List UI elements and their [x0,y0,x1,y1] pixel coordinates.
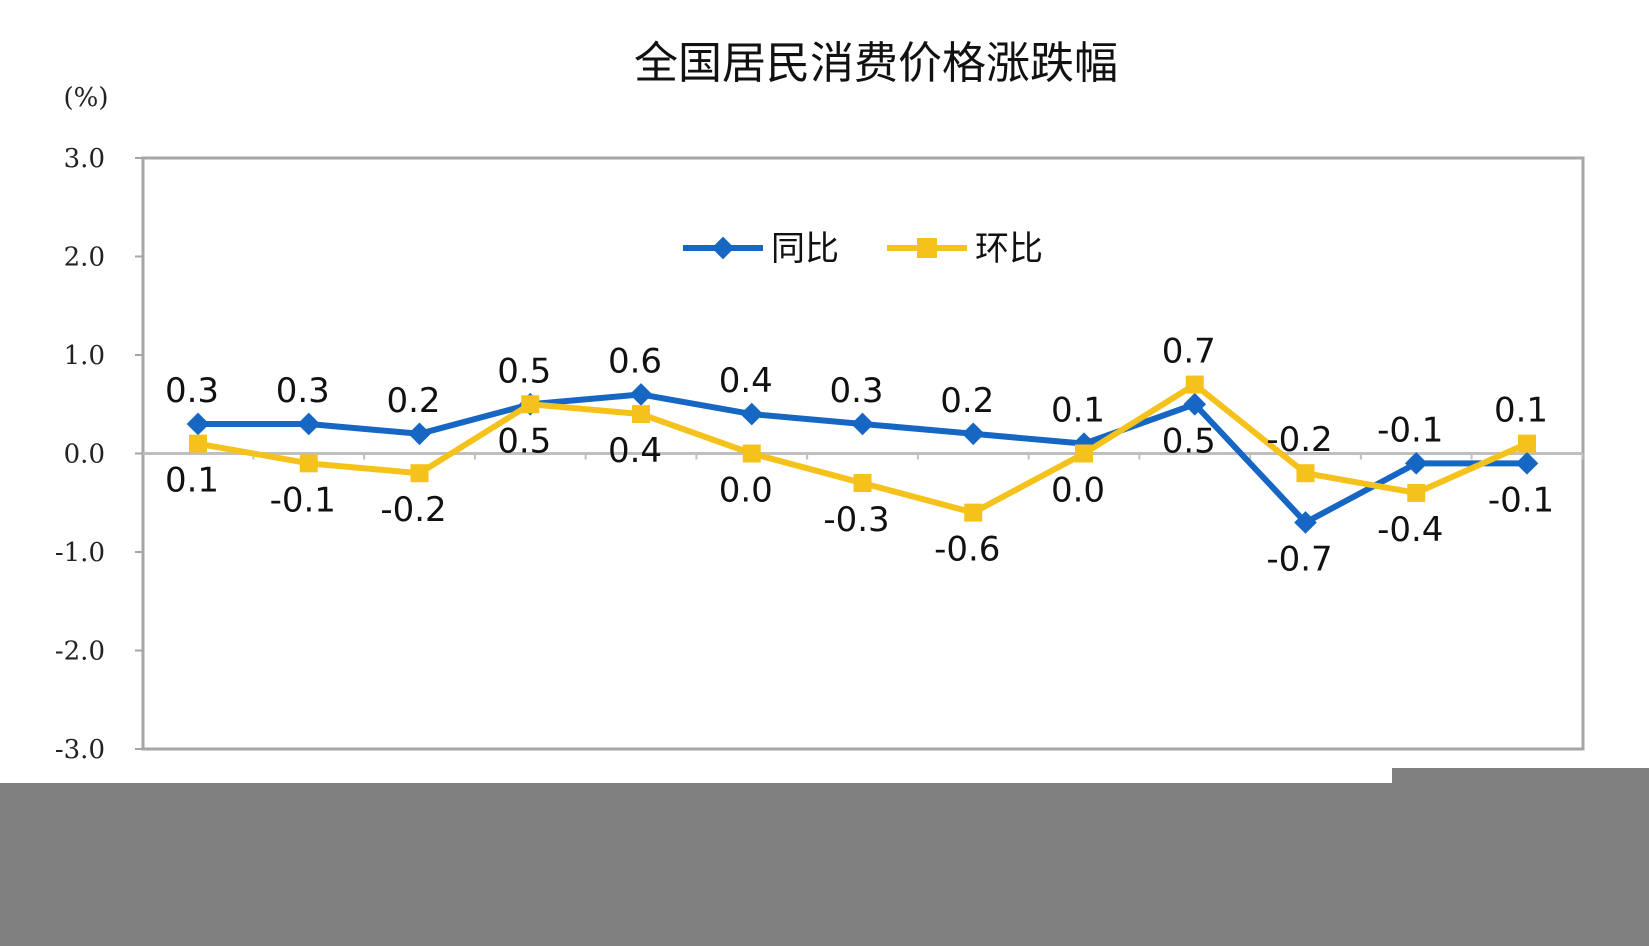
yoy-point [297,412,321,436]
mom-point [189,434,207,453]
yoy-data-label: -0.1 [1488,480,1554,520]
mom-point [1296,464,1315,483]
occlusion-bar-bottom [0,783,1649,946]
yoy-data-label: 0.5 [1162,421,1216,461]
y-tick-label: -1.0 [55,538,105,568]
yoy-point [629,383,653,406]
y-tick-label: 1.0 [64,341,105,371]
mom-data-label: 0.7 [1162,332,1216,372]
mom-point [1185,375,1204,394]
yoy-point [408,422,431,446]
yoy-data-label: -0.7 [1266,539,1332,579]
y-tick-label: 2.0 [64,243,105,273]
yoy-point [740,402,764,426]
yoy-point [1404,452,1428,475]
mom-data-label: 0.0 [719,471,773,511]
yoy-point [961,422,985,446]
yoy-data-label: 0.3 [829,371,883,411]
mom-point [853,474,872,493]
series-layer [186,375,1539,534]
yoy-data-label: 0.6 [608,341,662,381]
yoy-point [1515,452,1539,475]
mom-point [521,395,540,414]
legend-yoy-label: 同比 [771,229,839,269]
mom-data-label: 0.1 [165,461,219,501]
occlusion-block-right [1392,768,1649,788]
mom-data-label: -0.2 [1266,420,1332,460]
mom-data-label: -0.6 [934,530,1000,570]
mom-data-label: -0.3 [823,500,889,540]
legend-mom-marker [917,238,937,258]
yoy-data-label: 0.5 [497,351,551,391]
legend: 同比 环比 [683,229,1043,269]
y-tick-label: -3.0 [55,735,105,765]
mom-data-label: -0.2 [380,490,446,530]
yoy-data-label: 0.2 [386,381,440,421]
legend-item-mom: 环比 [887,229,1043,269]
yoy-data-label: 0.3 [276,371,330,411]
mom-data-label: 0.5 [497,421,551,461]
mom-point [742,444,761,463]
mom-data-label: 0.1 [1494,391,1548,431]
gray-occlusion [0,768,1649,946]
yoy-data-label: 0.4 [719,361,773,401]
mom-point [1518,434,1536,453]
yoy-point [1294,511,1317,534]
legend-mom-label: 环比 [975,229,1043,269]
chart-title: 全国居民消费价格涨跌幅 [634,38,1118,89]
yoy-data-label: 0.1 [1051,391,1105,431]
mom-point [1407,483,1426,502]
mom-data-label: 0.4 [608,431,662,471]
mom-data-label: -0.4 [1377,510,1443,550]
yoy-data-label: -0.1 [1377,410,1443,450]
y-tick-label: -2.0 [55,637,105,667]
mom-point [964,503,983,522]
legend-item-yoy: 同比 [683,229,839,269]
yoy-data-label: 0.3 [165,371,219,411]
y-axis-unit-label: (%) [64,83,109,113]
mom-point [299,454,318,473]
mom-data-label: -0.1 [270,480,336,520]
y-tick-label: 0.0 [64,440,105,470]
yoy-point [1183,392,1207,416]
yoy-data-label: 0.2 [940,381,994,421]
mom-point [1075,444,1093,463]
yoy-point [851,412,874,436]
y-tick-label: 3.0 [64,144,105,174]
mom-point [632,405,650,424]
mom-point [410,464,429,483]
y-axis: 3.0 2.0 1.0 0.0 -1.0 -2.0 -3.0 [55,144,143,765]
data-labels: 0.3 0.1 0.3 -0.1 0.2 -0.2 0.5 0.5 0.6 0.4 0.4 0.0 0.… [165,332,1554,580]
mom-data-label: 0.0 [1051,471,1105,511]
